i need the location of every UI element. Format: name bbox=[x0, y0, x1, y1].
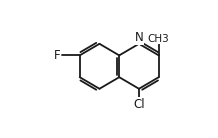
Text: Cl: Cl bbox=[133, 98, 145, 111]
Text: N: N bbox=[135, 31, 143, 44]
Text: CH3: CH3 bbox=[148, 34, 170, 44]
Text: F: F bbox=[54, 49, 61, 62]
